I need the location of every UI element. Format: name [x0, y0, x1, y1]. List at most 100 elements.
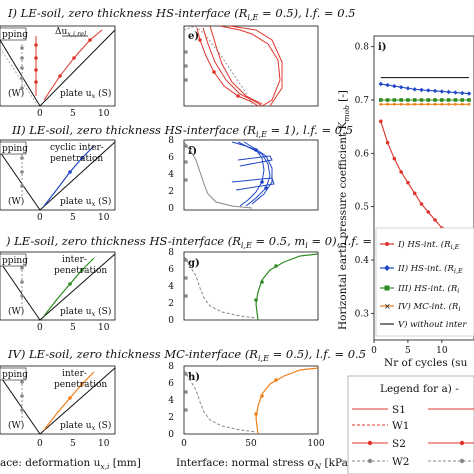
series-point-3 — [378, 98, 383, 102]
series-point-4 — [399, 102, 403, 106]
series-point-1 — [385, 140, 390, 145]
panel-i-ylabel: Horizontal earth pressure coefficient Km… — [337, 90, 351, 330]
row-1-title: I) LE-soil, zero thickness HS-interface … — [7, 6, 355, 22]
series-point-2 — [385, 82, 390, 88]
legend-label: IV) MC-int. (Ri — [397, 301, 460, 313]
series-point-2 — [419, 87, 424, 93]
svg-text:W1: W1 — [392, 420, 409, 432]
series-point-1 — [399, 170, 403, 174]
series-point-1 — [426, 210, 431, 214]
legend-entry-1: I) HS-int. (Ri,E — [380, 239, 460, 251]
row-3-middle-panel: 8 6 4 2 0 g) — [168, 248, 319, 326]
left-label-extra: Δux,i,rel — [55, 27, 86, 38]
series-point-1 — [433, 218, 437, 222]
mid-ytick: 0 — [168, 204, 174, 214]
row-3-left-panel: pping (W) inter- penetration plate ux (S… — [0, 251, 116, 333]
panel-i-xlabel: Nr of cycles (su — [384, 357, 468, 369]
series-point-4 — [420, 102, 423, 106]
mid-ytick: 8 — [168, 136, 174, 146]
panel-i-legend: I) HS-int. (Ri,E II) HS-int. (Ri,E III) … — [375, 227, 474, 337]
mid-ytick: 2 — [168, 187, 174, 197]
ytick-label: 0.6 — [355, 149, 370, 159]
row-1-middle-panel: e) — [183, 25, 319, 107]
series-point-1 — [392, 156, 397, 161]
left-tick: 0 — [37, 109, 43, 119]
mid-xtick: 100 — [307, 439, 324, 449]
panel-i-letter: i) — [378, 42, 387, 53]
left-tick: 0 — [37, 213, 43, 223]
bottom-legend: Legend for a) - S1 W1 S2 W2 — [347, 375, 474, 474]
svg-text:W2: W2 — [392, 456, 409, 468]
left-label-plate: plate ux (S) — [60, 196, 111, 208]
panel-letter: e) — [188, 31, 199, 42]
legend-label: II) HS-int. (Ri,E — [397, 263, 463, 275]
ytick-label: 0.8 — [355, 43, 370, 53]
series-point-3 — [399, 98, 403, 102]
left-label-top: pping — [2, 30, 28, 40]
svg-text:S1: S1 — [392, 404, 406, 416]
left-label-bottom: (W) — [8, 420, 24, 431]
panel-letter: g) — [188, 258, 200, 269]
row-4-middle-panel: 8 6 4 2 0 h) 0 50 100 Interface: normal … — [168, 362, 352, 471]
left-label-plate: plate ux (S) — [60, 88, 111, 100]
series-point-4 — [406, 102, 410, 106]
series-point-3 — [426, 98, 431, 102]
left-label-extra: penetration — [54, 266, 107, 276]
mid-xtick: 0 — [181, 439, 187, 449]
mid-ytick: 2 — [168, 299, 174, 309]
row-2-left-panel: pping (W) cyclic inter- penetration plat… — [0, 139, 116, 223]
left-label-plate: plate ux (S) — [60, 306, 111, 318]
bottom-legend-item: W2 — [352, 456, 474, 468]
left-tick: 0 — [37, 439, 43, 449]
row-2: II) LE-soil, zero thickness HS-interface… — [0, 123, 353, 223]
mid-xlabel: Interface: normal stress σN [kPa] — [176, 457, 352, 471]
left-tick: 10 — [98, 323, 110, 333]
ytick-label: 0.3 — [355, 309, 370, 319]
row-4-title: IV) LE-soil, zero thickness MC-interface… — [7, 347, 366, 363]
series-point-3 — [453, 98, 458, 102]
xtick-label: 10 — [436, 346, 448, 356]
series-point-4 — [460, 102, 464, 106]
mid-ytick: 8 — [168, 248, 174, 258]
series-point-3 — [412, 98, 417, 102]
series-point-4 — [426, 102, 430, 106]
series-point-2 — [453, 90, 458, 95]
left-tick: 10 — [98, 109, 110, 119]
series-point-1 — [412, 191, 417, 196]
mid-ytick: 4 — [168, 170, 174, 180]
ytick-label: 0.4 — [355, 256, 370, 266]
series-point-2 — [446, 89, 451, 95]
xtick-label: 5 — [405, 346, 411, 356]
series-point-4 — [447, 102, 451, 106]
series-point-4 — [454, 102, 457, 106]
series-point-4 — [413, 102, 417, 106]
svg-text:×: × — [384, 302, 391, 311]
series-point-2 — [439, 89, 445, 94]
left-label-extra: penetration — [54, 380, 107, 390]
left-label-extra: inter- — [62, 369, 87, 379]
series-point-2 — [432, 88, 438, 94]
legend-entry-3: III) HS-int. (Ri — [380, 283, 459, 295]
series-point-4 — [386, 102, 389, 106]
left-label-extra: cyclic inter- — [50, 143, 104, 153]
series-point-1 — [419, 202, 424, 206]
left-tick: 5 — [70, 213, 76, 223]
series-point-1 — [406, 180, 410, 185]
ytick-label: 0.5 — [355, 203, 370, 213]
left-tick: 5 — [70, 323, 76, 333]
left-xlabel: ace: deformation ux,i [mm] — [0, 457, 141, 471]
mid-ytick: 4 — [168, 282, 174, 292]
series-point-2 — [392, 83, 397, 89]
panel-i-chart: 0.3 0.4 0.5 0.6 0.7 0.8 0 5 10 i) Horizontal ea… — [337, 35, 474, 369]
row-4: IV) LE-soil, zero thickness MC-interface… — [0, 347, 366, 471]
series-point-3 — [433, 98, 437, 102]
series-point-2 — [398, 85, 404, 90]
series-point-2 — [460, 90, 465, 96]
legend-label: III) HS-int. (Ri — [397, 283, 459, 295]
left-label-plate: plate ux (S) — [60, 420, 111, 432]
left-label-top: pping — [2, 370, 28, 380]
left-tick: 5 — [70, 109, 76, 119]
row-1: I) LE-soil, zero thickness HS-interface … — [0, 6, 355, 119]
mid-ytick: 4 — [168, 396, 174, 406]
